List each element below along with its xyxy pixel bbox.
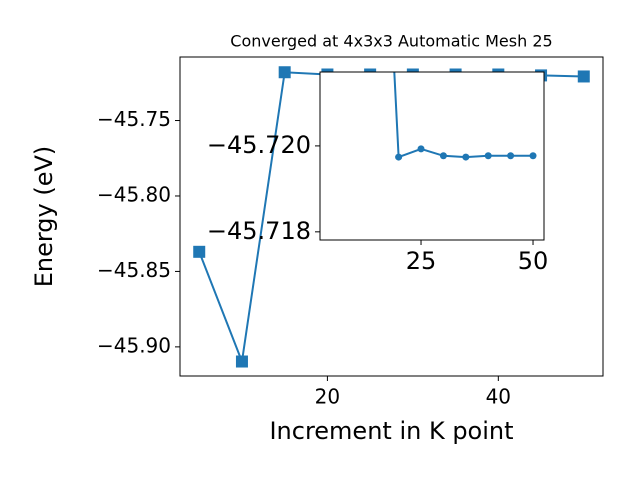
- y-tick-label: −45.90: [97, 333, 171, 357]
- plot-content: [393, 72, 537, 161]
- y-tick-label: −45.75: [97, 107, 171, 131]
- y-tick-label: −45.80: [97, 182, 171, 206]
- x-axis-label: Increment in K point: [269, 417, 513, 445]
- marker: [507, 152, 515, 160]
- x-tick-label: 50: [518, 247, 549, 275]
- marker: [278, 66, 291, 79]
- marker: [462, 153, 470, 161]
- y-tick-label: −45.85: [97, 258, 171, 282]
- marker: [439, 152, 447, 160]
- marker: [529, 152, 537, 160]
- marker: [577, 70, 590, 83]
- x-tick-label: 20: [315, 385, 340, 409]
- marker: [235, 355, 248, 368]
- axes-frame: [319, 71, 545, 241]
- axes-frame: [179, 56, 604, 377]
- marker: [193, 245, 206, 258]
- marker: [395, 153, 403, 161]
- y-tick-label: −45.718: [207, 217, 311, 245]
- x-tick-label: 40: [486, 385, 511, 409]
- y-axis-label: Energy (eV): [30, 146, 58, 288]
- series-line: [393, 72, 534, 159]
- marker: [484, 152, 492, 160]
- x-tick-label: 25: [406, 247, 437, 275]
- chart-title: Converged at 4x3x3 Automatic Mesh 25: [230, 32, 552, 51]
- y-tick-label: −45.720: [207, 131, 311, 159]
- marker: [417, 145, 425, 153]
